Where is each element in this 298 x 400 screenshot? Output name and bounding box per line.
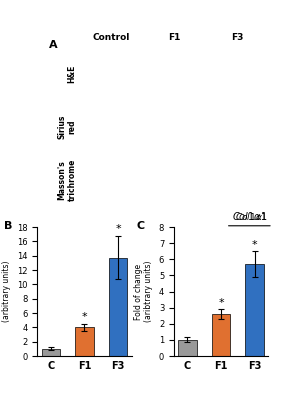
Text: *: * bbox=[115, 224, 121, 234]
Bar bbox=[178, 340, 197, 356]
Y-axis label: Fold of change
(aribtrary units): Fold of change (aribtrary units) bbox=[134, 261, 153, 322]
Text: Control: Control bbox=[92, 33, 129, 42]
Text: Sirius
red: Sirius red bbox=[57, 115, 77, 139]
Text: A: A bbox=[49, 40, 57, 50]
Text: $\bf{\it{Col1α1}}$: $\bf{\it{Col1α1}}$ bbox=[235, 211, 268, 222]
Text: *: * bbox=[252, 240, 257, 250]
Bar bbox=[41, 349, 60, 356]
Text: Masson's
trichrome: Masson's trichrome bbox=[57, 158, 77, 201]
Bar bbox=[75, 327, 94, 356]
Bar bbox=[246, 264, 264, 356]
Bar bbox=[109, 258, 127, 356]
Y-axis label: Relative intensity
(arbitrary units): Relative intensity (arbitrary units) bbox=[0, 258, 11, 325]
Text: H&E: H&E bbox=[68, 65, 77, 83]
Text: F1: F1 bbox=[168, 33, 180, 42]
Text: $\it{Col1\alpha1}$: $\it{Col1\alpha1}$ bbox=[232, 210, 267, 222]
Text: *: * bbox=[218, 298, 224, 308]
Text: *: * bbox=[82, 312, 87, 322]
Bar bbox=[212, 314, 230, 356]
Text: C: C bbox=[136, 221, 144, 231]
Text: B: B bbox=[4, 221, 13, 231]
Text: F3: F3 bbox=[231, 33, 243, 42]
